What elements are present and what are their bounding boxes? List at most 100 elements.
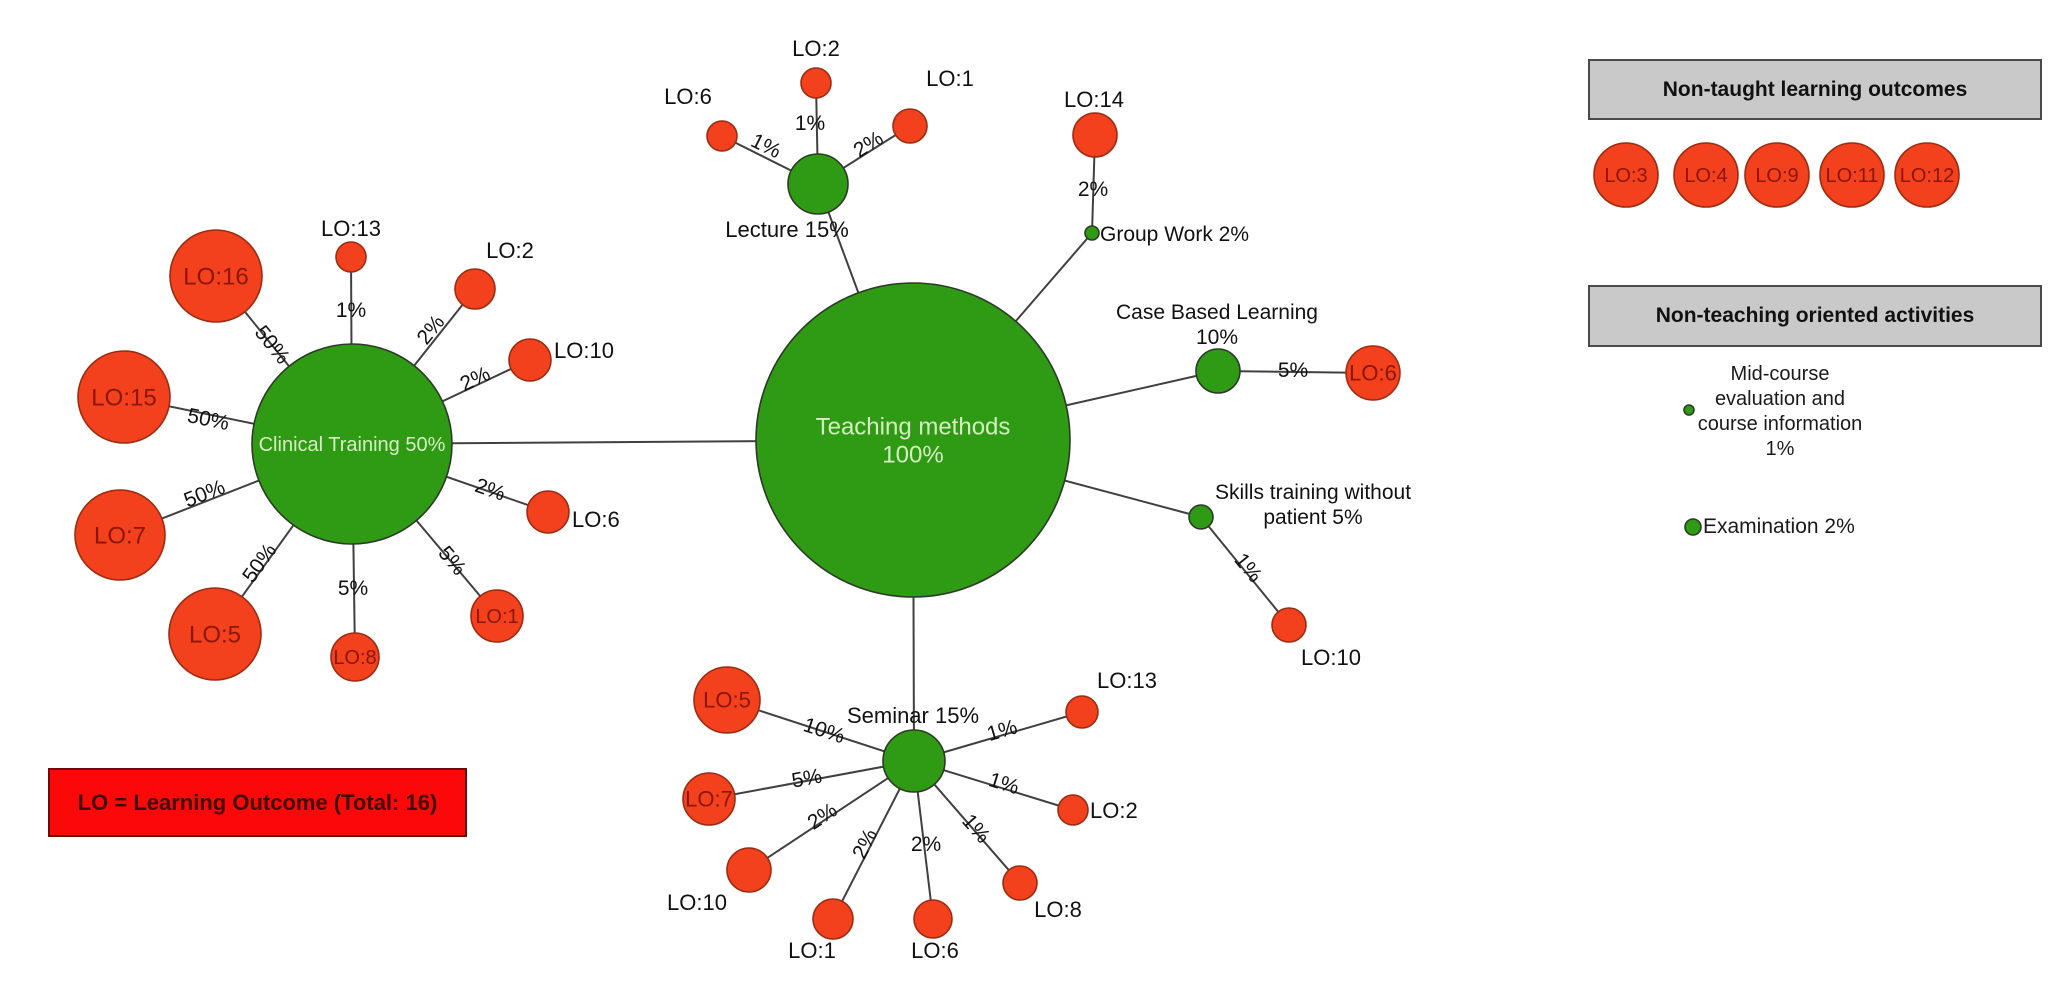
- node-p4: [1673, 142, 1739, 208]
- node-clinical: [251, 343, 453, 545]
- label-p3: LO:3: [1604, 165, 1647, 187]
- node-lecture: [787, 153, 849, 215]
- label-c16: LO:16: [183, 263, 248, 290]
- node-m8: [1002, 865, 1038, 901]
- label-c1: LO:1: [475, 606, 518, 628]
- edge-label-clinical-c7: 50%: [181, 476, 229, 513]
- label-p4: LO:4: [1684, 165, 1727, 187]
- edge-label-seminar-m5: 10%: [800, 713, 847, 748]
- legend-box: LO = Learning Outcome (Total: 16): [48, 768, 467, 837]
- edge-label-clinical-c8: 5%: [338, 577, 368, 600]
- node-c5: [168, 587, 262, 681]
- node-m13: [1065, 695, 1099, 729]
- label-m5: LO:5: [703, 688, 751, 713]
- edge-label-clinical-c15: 50%: [185, 404, 231, 435]
- node-examination-dot: [1684, 518, 1702, 536]
- node-c1: [470, 589, 524, 643]
- edge-label-skills-s10: 1%: [1230, 549, 1267, 587]
- label-m2: LO:2: [1090, 798, 1138, 823]
- label-c8: LO:8: [333, 647, 376, 669]
- node-m5: [693, 666, 761, 734]
- node-seminar: [882, 729, 946, 793]
- label-seminar: Seminar 15%: [847, 703, 979, 728]
- label-c2: LO:2: [486, 238, 534, 263]
- label-m1: LO:1: [788, 938, 836, 963]
- label-m10: LO:10: [667, 890, 727, 915]
- node-p11: [1819, 142, 1885, 208]
- edge-label-lecture-l2: 1%: [795, 112, 825, 135]
- label-g14: LO:14: [1064, 87, 1124, 112]
- node-c8: [330, 632, 380, 682]
- node-l2: [800, 67, 832, 99]
- node-p9: [1744, 142, 1810, 208]
- node-g14: [1072, 112, 1118, 158]
- label-lecture: Lecture 15%: [725, 217, 849, 242]
- node-c10: [508, 338, 552, 382]
- node-p12: [1894, 142, 1960, 208]
- node-l6: [706, 120, 738, 152]
- node-m2: [1057, 794, 1089, 826]
- edge-seminar-m10: [748, 760, 915, 871]
- node-c7: [74, 489, 166, 581]
- label-l6: LO:6: [664, 84, 712, 109]
- edge-skills-s10: [1200, 516, 1290, 626]
- node-c6: [526, 490, 570, 534]
- label-m8: LO:8: [1034, 897, 1082, 922]
- node-skills: [1188, 504, 1214, 530]
- label-clinical: Clinical Training 50%: [259, 434, 446, 456]
- label-p11: LO:11: [1826, 165, 1879, 187]
- label-c7: LO:7: [94, 522, 146, 549]
- node-cbl: [1195, 348, 1241, 394]
- label-m6: LO:6: [911, 938, 959, 963]
- edge-label-groupwork-g14: 2%: [1078, 178, 1108, 201]
- node-p3: [1593, 142, 1659, 208]
- label-skills: Skills training without patient 5%: [1215, 481, 1411, 529]
- activity-midcourse-label: Mid-course evaluation and course informa…: [1697, 363, 1863, 460]
- edge-label-seminar-m13: 1%: [984, 715, 1020, 746]
- label-l2: LO:2: [792, 36, 840, 61]
- edge-label-clinical-c5: 50%: [238, 539, 281, 587]
- node-m10: [726, 847, 772, 893]
- panel-non-taught-header: Non-taught learning outcomes: [1588, 59, 2042, 120]
- edge-label-seminar-m2: 1%: [986, 768, 1022, 799]
- label-c15: LO:15: [91, 384, 156, 411]
- node-c16: [169, 229, 263, 323]
- node-b6: [1345, 345, 1401, 401]
- label-c6: LO:6: [572, 507, 620, 532]
- node-midcourse-dot: [1683, 404, 1695, 416]
- node-m7: [682, 772, 736, 826]
- edge-label-clinical-c13: 1%: [336, 299, 366, 322]
- edge-label-lecture-l6: 1%: [747, 129, 784, 163]
- node-s10: [1271, 607, 1307, 643]
- edge-label-seminar-m6: 2%: [911, 833, 941, 856]
- label-c13: LO:13: [321, 216, 381, 241]
- node-c2: [454, 268, 496, 310]
- label-s10: LO:10: [1301, 645, 1361, 670]
- label-cbl: Case Based Learning 10%: [1116, 301, 1318, 349]
- label-b6: LO:6: [1349, 361, 1397, 386]
- edge-seminar-m7: [708, 760, 915, 800]
- label-l1: LO:1: [926, 66, 974, 91]
- edge-label-lecture-l1: 2%: [850, 127, 888, 163]
- node-teaching: [755, 282, 1071, 598]
- node-l1: [892, 108, 928, 144]
- label-m7: LO:7: [685, 787, 733, 812]
- node-m6: [913, 899, 953, 939]
- legend-text: LO = Learning Outcome (Total: 16): [77, 789, 438, 815]
- label-teaching: Teaching methods 100%: [816, 413, 1011, 468]
- edge-label-clinical-c2: 2%: [412, 311, 449, 349]
- label-p12: LO:12: [1900, 165, 1954, 187]
- node-c15: [77, 350, 171, 444]
- label-p9: LO:9: [1755, 165, 1798, 187]
- label-c10: LO:10: [554, 338, 614, 363]
- edge-label-clinical-c6: 2%: [472, 474, 508, 506]
- label-m13: LO:13: [1097, 668, 1157, 693]
- edge-label-seminar-m8: 1%: [957, 810, 994, 848]
- panel-non-teaching-header: Non-teaching oriented activities: [1588, 285, 2042, 347]
- label-c5: LO:5: [189, 621, 241, 648]
- edge-label-seminar-m7: 5%: [790, 765, 824, 793]
- edge-label-cbl-b6: 5%: [1278, 359, 1308, 382]
- edge-label-clinical-c16: 50%: [250, 321, 294, 368]
